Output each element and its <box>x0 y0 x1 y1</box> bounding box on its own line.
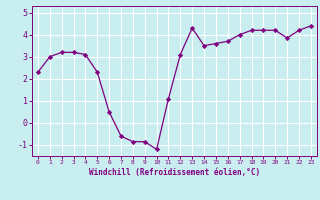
X-axis label: Windchill (Refroidissement éolien,°C): Windchill (Refroidissement éolien,°C) <box>89 168 260 177</box>
